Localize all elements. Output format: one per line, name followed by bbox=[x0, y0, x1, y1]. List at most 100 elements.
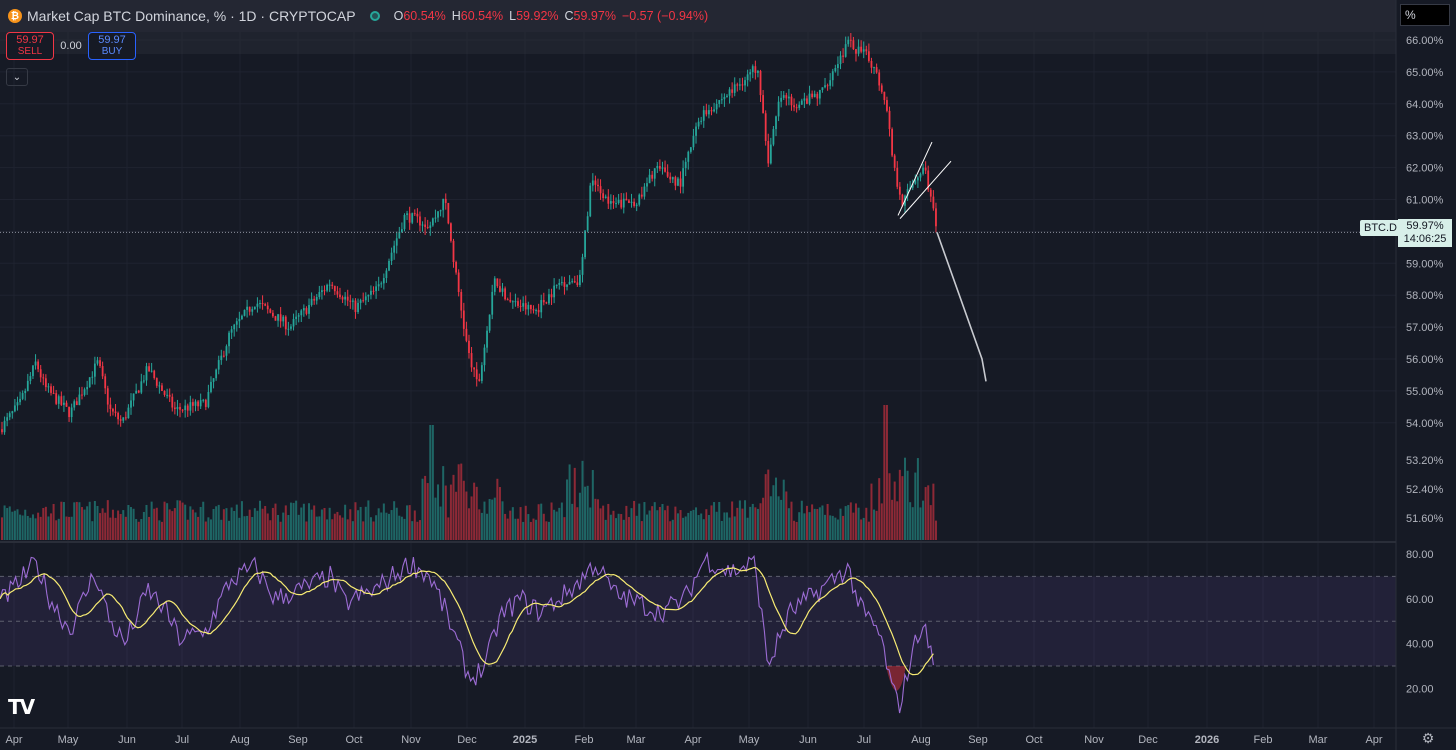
volume-bar bbox=[274, 503, 277, 540]
volume-bar bbox=[870, 483, 873, 540]
volume-bar bbox=[310, 509, 313, 540]
volume-bar bbox=[447, 517, 450, 540]
volume-bar bbox=[627, 517, 630, 540]
candle bbox=[898, 186, 901, 195]
volume-bar bbox=[504, 513, 507, 540]
candle bbox=[901, 194, 904, 206]
candle bbox=[189, 402, 192, 411]
sell-price: 59.97 bbox=[16, 34, 44, 46]
volume-bar bbox=[692, 509, 695, 540]
volume-bar bbox=[790, 501, 793, 540]
candle bbox=[511, 301, 514, 303]
candle bbox=[829, 80, 832, 86]
candle bbox=[305, 308, 308, 314]
volume-bar bbox=[514, 518, 517, 540]
candle bbox=[594, 180, 597, 185]
collapse-legend-button[interactable]: ⌄ bbox=[6, 68, 28, 86]
high-label: H bbox=[451, 9, 461, 23]
candle bbox=[104, 376, 107, 389]
candle bbox=[32, 365, 34, 377]
low-value: 59.92% bbox=[516, 9, 559, 23]
candle bbox=[697, 121, 700, 127]
candle bbox=[197, 401, 199, 407]
volume-bar bbox=[235, 504, 238, 540]
volume-bar bbox=[849, 502, 852, 540]
volume-bar bbox=[145, 504, 148, 540]
price-axis-bg bbox=[1396, 0, 1456, 750]
volume-bar bbox=[612, 510, 615, 540]
candle bbox=[47, 386, 50, 388]
candle bbox=[563, 282, 566, 287]
candle bbox=[633, 201, 635, 206]
candle bbox=[1, 429, 3, 433]
time-tick-label: Aug bbox=[911, 734, 931, 746]
candle bbox=[457, 272, 460, 293]
symbol-title[interactable]: Market Cap BTC Dominance, % · 1D · CRYPT… bbox=[27, 8, 356, 24]
price-tick-label: 63.00% bbox=[1406, 131, 1444, 143]
volume-bar bbox=[584, 486, 587, 540]
candle bbox=[344, 296, 347, 300]
candle bbox=[550, 294, 553, 298]
bitcoin-icon: ₿ bbox=[8, 9, 22, 23]
candle bbox=[429, 225, 432, 228]
candle bbox=[669, 176, 672, 180]
market-status-icon[interactable] bbox=[369, 11, 380, 21]
candle bbox=[122, 417, 125, 421]
volume-bar bbox=[50, 513, 53, 540]
candle bbox=[75, 401, 78, 406]
volume-bar bbox=[137, 521, 140, 540]
candle bbox=[573, 281, 576, 283]
time-tick-label: Sep bbox=[968, 734, 988, 746]
volume-bar bbox=[865, 507, 868, 540]
candle bbox=[426, 226, 429, 228]
sell-button[interactable]: 59.97 SELL bbox=[6, 32, 54, 60]
candle bbox=[738, 84, 741, 86]
volume-bar bbox=[919, 507, 922, 540]
settings-gear-icon[interactable]: ⚙ bbox=[1421, 730, 1435, 746]
volume-bar bbox=[302, 503, 305, 540]
volume-bar bbox=[470, 496, 473, 540]
candle bbox=[346, 296, 349, 301]
candle bbox=[411, 213, 414, 223]
tradingview-logo[interactable]: TV bbox=[8, 695, 35, 719]
volume-bar bbox=[738, 500, 741, 540]
candle bbox=[733, 84, 736, 93]
candle bbox=[452, 240, 455, 263]
price-scale-mode-button[interactable]: % bbox=[1400, 4, 1450, 26]
buy-button[interactable]: 59.97 BUY bbox=[88, 32, 136, 60]
candle bbox=[251, 309, 254, 312]
candle bbox=[248, 306, 251, 312]
volume-bar bbox=[60, 501, 63, 540]
candle bbox=[310, 298, 313, 305]
candle bbox=[777, 101, 780, 117]
price-tick-label: 59.00% bbox=[1406, 258, 1444, 270]
volume-bar bbox=[261, 508, 264, 540]
price-tick-label: 53.20% bbox=[1406, 455, 1444, 467]
volume-bar bbox=[388, 513, 390, 540]
volume-bar bbox=[295, 500, 298, 540]
candle bbox=[816, 93, 819, 99]
candle bbox=[935, 208, 937, 227]
volume-bar bbox=[367, 500, 370, 540]
candle bbox=[34, 361, 37, 366]
candle bbox=[279, 314, 282, 322]
volume-bar bbox=[233, 510, 236, 540]
candle bbox=[277, 314, 279, 321]
volume-bar bbox=[434, 497, 437, 540]
candle bbox=[101, 366, 104, 377]
candle bbox=[896, 167, 899, 187]
volume-bar bbox=[421, 478, 424, 540]
price-axis: 66.00% 65.00% 64.00% 63.00% 62.00% 61.00% 59.0… bbox=[1395, 0, 1456, 750]
volume-bar bbox=[620, 514, 623, 540]
candle bbox=[194, 401, 197, 406]
candle bbox=[886, 100, 888, 111]
candle bbox=[372, 290, 375, 292]
candle bbox=[460, 292, 463, 311]
candle bbox=[661, 167, 664, 169]
candle bbox=[359, 300, 362, 303]
candle bbox=[331, 284, 334, 286]
volume-bar bbox=[586, 485, 589, 540]
volume-bar bbox=[179, 500, 182, 540]
candle bbox=[638, 194, 641, 205]
